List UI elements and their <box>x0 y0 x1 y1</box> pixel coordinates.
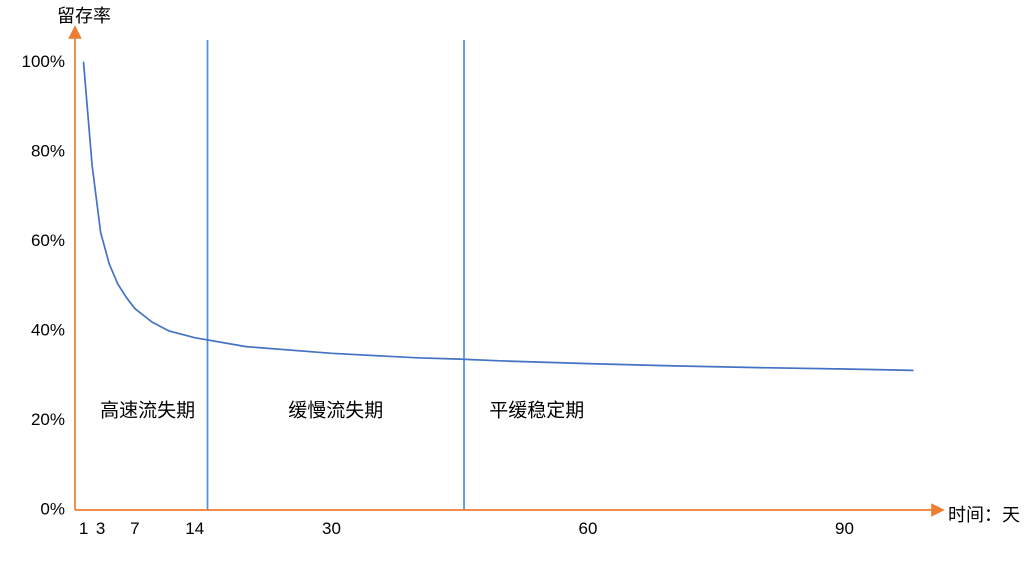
x-tick-label-5: 60 <box>579 519 598 538</box>
region-label-2: 平缓稳定期 <box>489 400 584 422</box>
region-label-0: 高速流失期 <box>100 400 195 422</box>
x-tick-label-1: 3 <box>96 519 105 538</box>
y-tick-label-1: 20% <box>31 410 65 429</box>
x-tick-label-2: 7 <box>130 519 139 538</box>
x-tick-label-0: 1 <box>79 519 88 538</box>
region-label-1: 缓慢流失期 <box>288 400 383 422</box>
y-tick-label-0: 0% <box>40 499 65 518</box>
y-tick-label-2: 40% <box>31 320 65 339</box>
y-axis-title: 留存率 <box>57 6 111 26</box>
x-tick-label-3: 14 <box>185 519 204 538</box>
x-tick-label-6: 90 <box>835 519 854 538</box>
chart-svg: 0% 20% 40% 60% 80% 100% 13 7 14 30 60 90 留存率时间：天 高速流失… <box>0 0 1024 584</box>
retention-chart: 0% 20% 40% 60% 80% 100% 13 7 14 30 60 90 留存率时间：天 高速流失… <box>0 0 1024 584</box>
y-tick-label-3: 60% <box>31 231 65 250</box>
y-tick-label-5: 100% <box>22 52 65 71</box>
x-axis-title: 时间：天 <box>948 505 1020 525</box>
x-tick-label-4: 30 <box>322 519 341 538</box>
y-tick-label-4: 80% <box>31 141 65 160</box>
